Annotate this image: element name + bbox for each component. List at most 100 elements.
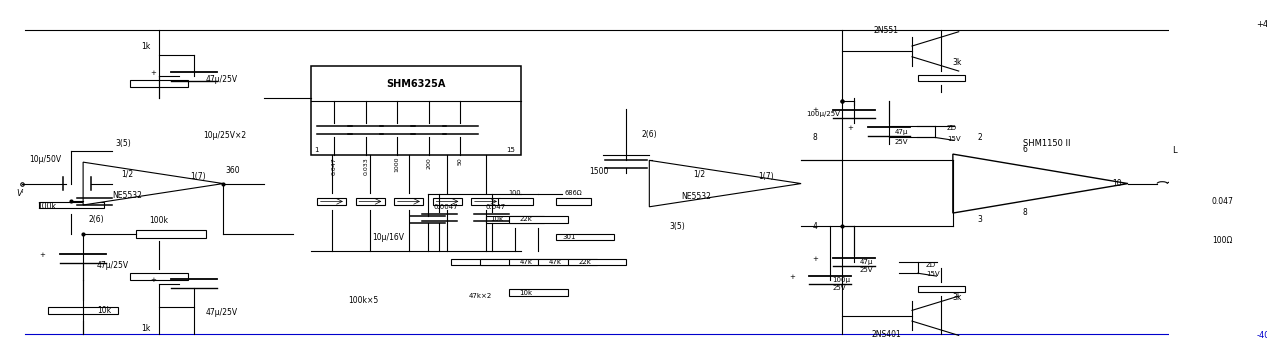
Text: +: + — [151, 277, 156, 283]
Text: 10k: 10k — [98, 306, 111, 315]
Text: 100: 100 — [509, 190, 522, 196]
Text: SHM6325A: SHM6325A — [386, 78, 446, 89]
Bar — [568, 259, 626, 265]
Bar — [509, 216, 568, 222]
Text: 1(7): 1(7) — [758, 172, 774, 181]
Text: 4: 4 — [812, 222, 817, 231]
Text: 1/2: 1/2 — [122, 169, 133, 178]
Text: 100Ω: 100Ω — [1213, 236, 1233, 245]
Text: 0.033: 0.033 — [364, 157, 369, 175]
Text: NE5532: NE5532 — [113, 191, 142, 200]
Text: 3(5): 3(5) — [115, 139, 132, 148]
Bar — [433, 198, 462, 204]
Text: 2: 2 — [977, 132, 982, 141]
Polygon shape — [649, 160, 801, 207]
Text: 3: 3 — [977, 215, 982, 224]
Text: 50: 50 — [457, 157, 462, 165]
Text: 0.047: 0.047 — [485, 204, 506, 210]
Text: 1(7): 1(7) — [190, 172, 207, 181]
Bar — [317, 198, 346, 204]
Text: +: + — [39, 252, 46, 258]
Text: 0.0047: 0.0047 — [433, 204, 457, 210]
Text: 1/2: 1/2 — [693, 169, 706, 178]
Text: 22k: 22k — [519, 216, 532, 222]
Text: +40V: +40V — [1257, 20, 1267, 29]
Bar — [48, 307, 118, 314]
Text: 100k×5: 100k×5 — [348, 296, 379, 305]
Text: 0.047: 0.047 — [1211, 197, 1233, 206]
Text: 15V: 15V — [926, 271, 940, 276]
Text: +: + — [848, 125, 854, 131]
Polygon shape — [953, 154, 1128, 213]
Text: 10μ/50V: 10μ/50V — [29, 155, 62, 164]
Bar — [1204, 238, 1262, 244]
Text: +: + — [789, 274, 796, 280]
Text: 47μ: 47μ — [895, 129, 908, 135]
Text: 2N551: 2N551 — [874, 26, 898, 35]
Text: 2NS401: 2NS401 — [872, 330, 901, 339]
Text: 10k: 10k — [490, 216, 503, 222]
Text: 47μ: 47μ — [859, 259, 873, 265]
Bar — [917, 75, 964, 81]
Text: 0.047: 0.047 — [332, 157, 337, 175]
Text: 360: 360 — [226, 166, 239, 175]
Text: 47k: 47k — [519, 259, 532, 265]
Text: NE5532: NE5532 — [682, 192, 711, 201]
Text: SHM1150 II: SHM1150 II — [1022, 139, 1071, 148]
Text: 25V: 25V — [859, 267, 873, 273]
Text: 15: 15 — [507, 147, 516, 153]
Text: 3k: 3k — [953, 58, 962, 67]
Text: 100μ: 100μ — [832, 277, 850, 283]
Text: 47k×2: 47k×2 — [469, 293, 492, 298]
Text: 1500: 1500 — [589, 167, 608, 176]
Bar — [394, 198, 423, 204]
Bar — [451, 259, 509, 265]
Text: ZD: ZD — [946, 125, 957, 131]
Text: 15V: 15V — [946, 136, 960, 142]
Text: 686Ω: 686Ω — [565, 190, 583, 196]
Text: 6: 6 — [1022, 145, 1028, 154]
Bar — [136, 230, 205, 238]
Text: ZD: ZD — [926, 262, 936, 268]
Text: 1: 1 — [314, 147, 319, 153]
Polygon shape — [84, 162, 223, 205]
Text: +: + — [812, 108, 818, 113]
Bar — [129, 80, 189, 87]
Text: +: + — [151, 70, 156, 76]
Bar — [917, 286, 964, 292]
Bar — [538, 259, 597, 265]
Bar — [471, 198, 500, 204]
Text: 8: 8 — [812, 133, 817, 142]
Text: 10: 10 — [1112, 179, 1123, 188]
Text: 10k: 10k — [519, 289, 532, 296]
Text: 47μ/25V: 47μ/25V — [205, 308, 238, 317]
Text: 100k: 100k — [150, 216, 169, 225]
Bar — [129, 273, 189, 280]
Text: 10μ/16V: 10μ/16V — [372, 233, 404, 242]
Text: 47μ/25V: 47μ/25V — [98, 261, 129, 270]
Bar — [498, 198, 532, 205]
Text: 8: 8 — [1022, 208, 1028, 217]
Bar — [485, 216, 545, 222]
Bar — [310, 66, 521, 155]
Bar — [39, 202, 104, 208]
Text: 22k: 22k — [578, 259, 590, 265]
Bar — [556, 234, 614, 240]
Text: -40V: -40V — [1257, 331, 1267, 340]
Text: 10μ/25V×2: 10μ/25V×2 — [204, 131, 247, 140]
Text: 1k: 1k — [142, 324, 151, 333]
Text: 47k: 47k — [549, 259, 561, 265]
Text: 100μ/25V: 100μ/25V — [806, 111, 840, 117]
Text: L: L — [1172, 146, 1177, 155]
Bar — [356, 198, 385, 204]
Text: +: + — [812, 256, 818, 262]
Text: Vᴵ: Vᴵ — [16, 189, 24, 198]
Text: 25V: 25V — [832, 285, 846, 291]
Text: 25V: 25V — [895, 139, 908, 145]
Text: 2(6): 2(6) — [641, 130, 656, 139]
Text: 100k: 100k — [37, 202, 56, 211]
Text: 301: 301 — [563, 234, 575, 240]
Text: 3(5): 3(5) — [669, 222, 685, 231]
Text: 200: 200 — [426, 157, 431, 168]
Bar — [509, 259, 568, 265]
